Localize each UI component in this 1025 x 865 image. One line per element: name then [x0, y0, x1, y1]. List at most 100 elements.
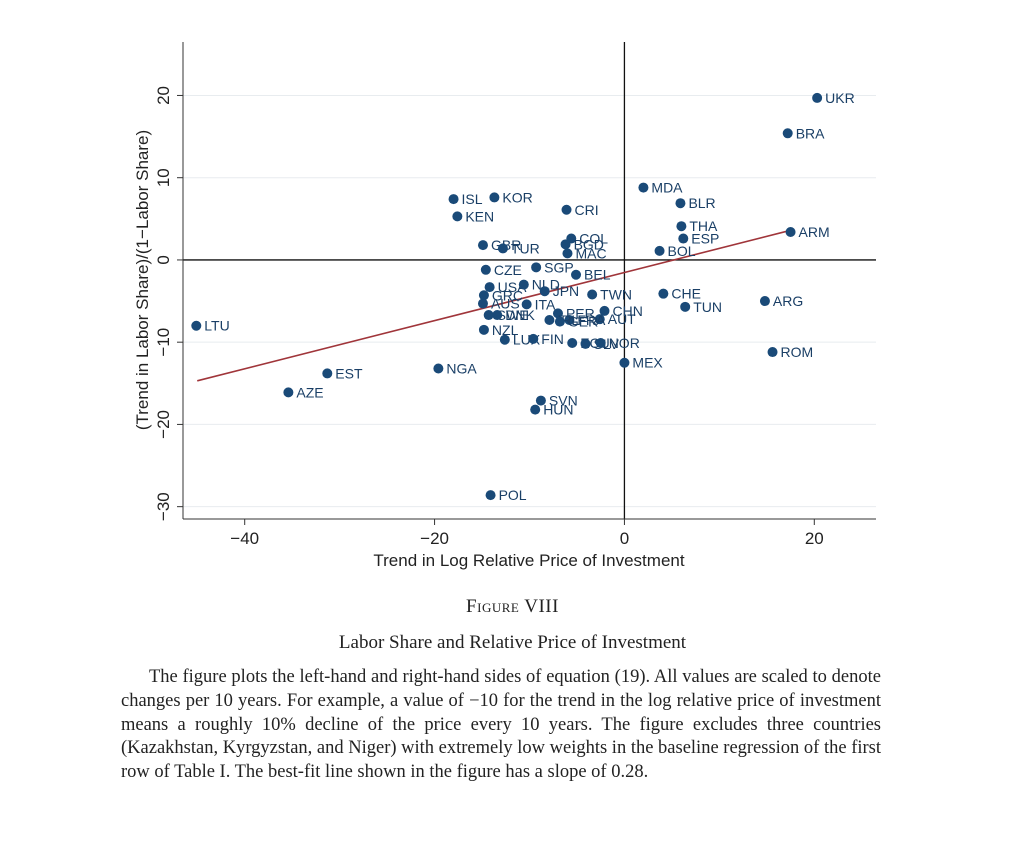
point-label-fra: FRA	[577, 312, 606, 328]
point-label-che: CHE	[671, 286, 701, 302]
reference-lines	[183, 42, 876, 519]
point-irl	[544, 314, 555, 325]
x-tick-label: 0	[620, 529, 629, 548]
point-lux	[499, 334, 510, 345]
point-isl	[448, 194, 459, 205]
point-tur	[497, 243, 508, 254]
point-label-cze: CZE	[494, 262, 522, 278]
point-rom	[767, 347, 778, 358]
x-tick-label: −20	[420, 529, 449, 548]
point-grc	[478, 290, 489, 301]
point-label-nld: NLD	[532, 277, 560, 293]
point-label-bgd: BGD	[574, 236, 604, 252]
point-bra	[782, 128, 793, 139]
point-aus	[477, 298, 488, 309]
point-arm	[785, 226, 796, 237]
point-label-aut: AUT	[608, 311, 636, 327]
point-che	[658, 288, 669, 299]
point-label-hun: HUN	[543, 402, 573, 418]
point-label-ltu: LTU	[204, 318, 229, 334]
point-label-chn: CHN	[612, 303, 642, 319]
point-label-arg: ARG	[773, 293, 803, 309]
point-label-svn: SVN	[549, 393, 578, 409]
axes	[182, 42, 876, 520]
point-label-bra: BRA	[796, 125, 825, 141]
point-label-swe: SWE	[497, 307, 529, 323]
point-tha	[676, 221, 687, 232]
point-label-nga: NGA	[446, 360, 477, 376]
point-arg	[759, 296, 770, 307]
point-label-aus: AUS	[491, 296, 520, 312]
point-bgd	[560, 239, 571, 250]
point-label-mac: MAC	[575, 245, 606, 261]
point-mac	[562, 248, 573, 259]
x-tick-label: −40	[230, 529, 259, 548]
point-label-bol: BOL	[668, 243, 696, 259]
point-hun	[530, 404, 541, 415]
point-aze	[283, 387, 294, 398]
point-nzl	[478, 324, 489, 335]
point-label-tha: THA	[689, 218, 718, 234]
point-fin	[528, 333, 539, 344]
point-label-tun: TUN	[693, 299, 722, 315]
point-label-nzl: NZL	[492, 322, 519, 338]
point-swe	[483, 310, 494, 321]
point-label-mda: MDA	[651, 180, 683, 196]
point-label-grc: GRC	[492, 287, 523, 303]
point-label-mex: MEX	[632, 355, 663, 371]
point-label-cri: CRI	[575, 202, 599, 218]
figure-number: Figure VIII	[466, 596, 559, 617]
point-label-aze: AZE	[296, 384, 323, 400]
point-slv	[580, 338, 591, 349]
point-aut	[594, 314, 605, 325]
point-bel	[571, 269, 582, 280]
point-ken	[452, 211, 463, 222]
point-label-nor: NOR	[609, 335, 640, 351]
point-nga	[433, 363, 444, 374]
point-label-ita: ITA	[535, 296, 556, 312]
data-points: UKRBRAMDABLRTHAESPARMBOLISLKORKENCRIGBRT…	[191, 90, 855, 503]
point-ita	[521, 299, 532, 310]
x-tick-label: 20	[805, 529, 824, 548]
point-blr	[675, 198, 686, 209]
point-twn	[587, 289, 598, 300]
point-nor	[595, 338, 606, 349]
point-label-fin: FIN	[541, 331, 564, 347]
point-mex	[619, 357, 630, 368]
point-jpn	[539, 286, 550, 297]
y-tick-label: −30	[154, 492, 173, 521]
best-fit-line	[197, 229, 791, 382]
point-ger	[554, 316, 565, 327]
point-label-jpn: JPN	[553, 283, 579, 299]
point-kor	[489, 192, 500, 203]
x-axis-title: Trend in Log Relative Price of Investmen…	[373, 551, 684, 570]
point-sgp	[531, 262, 542, 273]
figure-note: The figure plots the left-hand and right…	[121, 667, 881, 783]
point-bol	[654, 245, 665, 256]
point-label-blr: BLR	[688, 195, 715, 211]
point-ecu	[567, 338, 578, 349]
point-gbr	[477, 240, 488, 251]
point-esp	[678, 233, 689, 244]
point-cri	[561, 204, 572, 215]
fit-line-group	[197, 229, 791, 382]
point-usa	[484, 282, 495, 293]
point-label-arm: ARM	[799, 224, 830, 240]
y-tick-label: 20	[154, 86, 173, 105]
point-label-kor: KOR	[502, 189, 532, 205]
point-chn	[599, 305, 610, 316]
point-per	[552, 308, 563, 319]
point-label-esp: ESP	[691, 231, 719, 247]
ticks: −30 −20 −10 0 10 20 −40 −20 0 20	[154, 86, 824, 548]
point-ukr	[812, 92, 823, 103]
point-pol	[485, 490, 496, 501]
point-svn	[535, 395, 546, 406]
point-label-twn: TWN	[600, 286, 632, 302]
y-tick-label: −20	[154, 410, 173, 439]
point-nld	[518, 279, 529, 290]
point-label-ken: KEN	[465, 208, 494, 224]
point-label-bel: BEL	[584, 267, 611, 283]
point-label-ger: GER	[568, 314, 598, 330]
point-label-dnk: DNK	[505, 307, 535, 323]
